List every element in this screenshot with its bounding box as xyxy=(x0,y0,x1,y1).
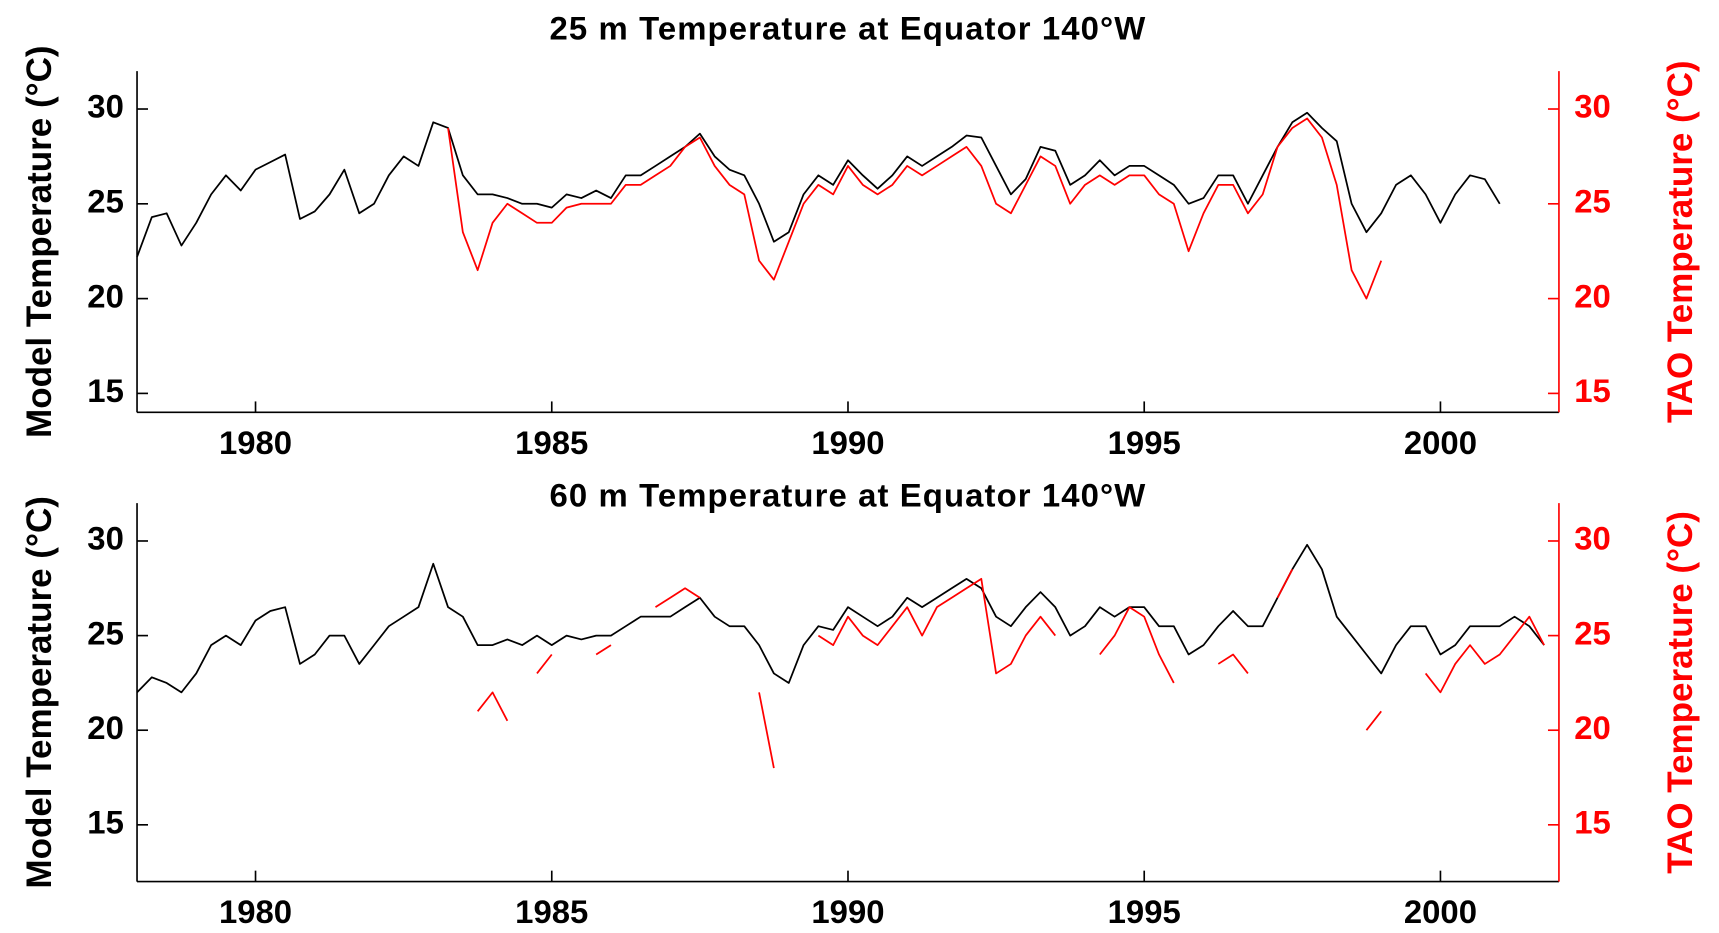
x-tick-label: 1985 xyxy=(515,893,588,930)
x-tick-label: 1980 xyxy=(219,893,292,930)
data-line xyxy=(447,117,1383,300)
data-line xyxy=(136,111,1501,258)
y-tick-label: 25 xyxy=(87,614,124,651)
y2-tick-label: 15 xyxy=(1574,372,1611,409)
x-tick-label: 2000 xyxy=(1404,893,1477,930)
chart-title: 25 m Temperature at Equator 140°W xyxy=(550,9,1147,46)
y2-tick-label: 20 xyxy=(1574,277,1611,314)
y2-axis-label: TAO Temperature (°C) xyxy=(1661,60,1700,423)
y2-tick-label: 30 xyxy=(1574,88,1611,125)
y-tick-label: 15 xyxy=(87,804,124,841)
x-tick-label: 1980 xyxy=(219,424,292,461)
y-axis-label: Model Temperature (°C) xyxy=(20,496,59,888)
y-tick-label: 30 xyxy=(87,520,124,557)
y2-tick-label: 20 xyxy=(1574,709,1611,746)
y-tick-label: 15 xyxy=(87,372,124,409)
data-line xyxy=(476,568,1545,769)
y2-tick-label: 25 xyxy=(1574,183,1611,220)
y-tick-label: 30 xyxy=(87,88,124,125)
data-line xyxy=(136,543,1545,694)
y-tick-label: 20 xyxy=(87,709,124,746)
y2-axis-label: TAO Temperature (°C) xyxy=(1661,511,1700,874)
x-tick-label: 1990 xyxy=(811,424,884,461)
x-tick-label: 1985 xyxy=(515,424,588,461)
y2-tick-label: 25 xyxy=(1574,614,1611,651)
y-axis-label: Model Temperature (°C) xyxy=(20,45,59,437)
y-tick-label: 25 xyxy=(87,183,124,220)
chart-title: 60 m Temperature at Equator 140°W xyxy=(550,476,1147,513)
x-tick-label: 1995 xyxy=(1108,893,1181,930)
x-tick-label: 1990 xyxy=(811,893,884,930)
x-tick-label: 1995 xyxy=(1108,424,1181,461)
y2-tick-label: 30 xyxy=(1574,520,1611,557)
x-tick-label: 2000 xyxy=(1404,424,1477,461)
y-tick-label: 20 xyxy=(87,277,124,314)
y2-tick-label: 15 xyxy=(1574,804,1611,841)
